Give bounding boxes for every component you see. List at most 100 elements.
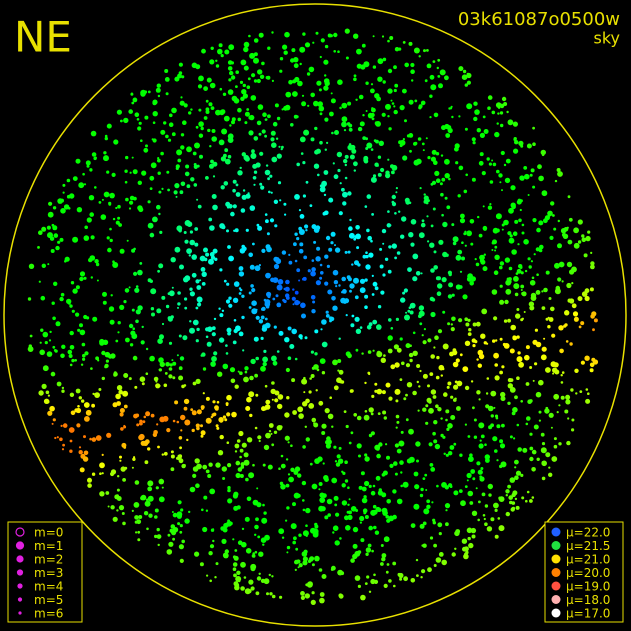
star [304,425,307,428]
star [346,122,351,126]
star [123,446,127,449]
star [212,175,216,178]
star [236,570,241,575]
star [372,281,378,287]
star [298,248,304,254]
star [117,331,120,334]
star [473,101,478,106]
star [115,339,119,343]
star [232,340,237,345]
star [344,460,348,465]
star [98,201,102,204]
star [208,258,214,265]
star [541,476,546,481]
star [408,41,413,46]
star [343,129,347,132]
star [331,296,336,301]
star [227,89,234,95]
star [421,569,426,574]
star [528,265,532,269]
star [145,144,148,148]
star [336,454,341,459]
star [195,423,200,428]
star [520,284,525,289]
star [283,202,287,206]
star [71,358,75,363]
star [280,463,286,469]
star [412,390,417,396]
star [387,269,392,274]
star [228,255,235,262]
star [440,192,444,197]
star [511,249,517,255]
star [515,470,522,476]
star [532,185,536,189]
star [434,443,441,450]
star [261,307,265,311]
star [290,123,294,127]
star-field [27,28,599,606]
star [149,355,155,362]
star [123,117,129,124]
star [115,220,120,225]
star [245,548,252,554]
star [48,339,52,342]
star [157,158,161,163]
star [420,576,423,579]
star [461,538,468,544]
star [344,176,348,180]
star [450,105,453,108]
star [209,252,215,257]
star [286,506,290,510]
star [513,148,519,154]
star [429,372,434,376]
star [321,180,327,187]
star [211,332,216,337]
star [294,357,298,361]
star [422,407,427,412]
star [333,445,337,449]
star [429,536,434,540]
star [253,170,258,174]
star [448,177,451,181]
star [334,540,340,546]
star [444,503,451,509]
star [314,352,318,356]
star [256,502,262,508]
star [297,406,304,413]
star [115,206,118,210]
star [264,317,268,321]
star [201,271,207,277]
magnitude-marker [15,527,25,537]
star [437,407,442,412]
star [89,255,96,261]
star [512,121,519,127]
star [314,555,320,562]
star [349,218,352,222]
star [320,38,325,43]
star [211,326,216,331]
star [238,271,245,277]
star [172,419,176,423]
star [251,288,256,293]
star [545,452,551,458]
star [545,270,550,275]
star [319,112,323,116]
star [220,54,224,58]
star [123,373,129,378]
star [226,521,232,527]
star [75,285,80,290]
star [295,547,299,551]
star [313,100,319,107]
star [357,126,363,132]
star [354,316,360,322]
star [170,524,176,529]
star [426,199,430,203]
star [147,90,151,94]
star [566,282,572,289]
star [243,576,247,579]
star [494,245,498,249]
star [394,256,397,260]
star [532,218,537,223]
star [396,498,403,505]
